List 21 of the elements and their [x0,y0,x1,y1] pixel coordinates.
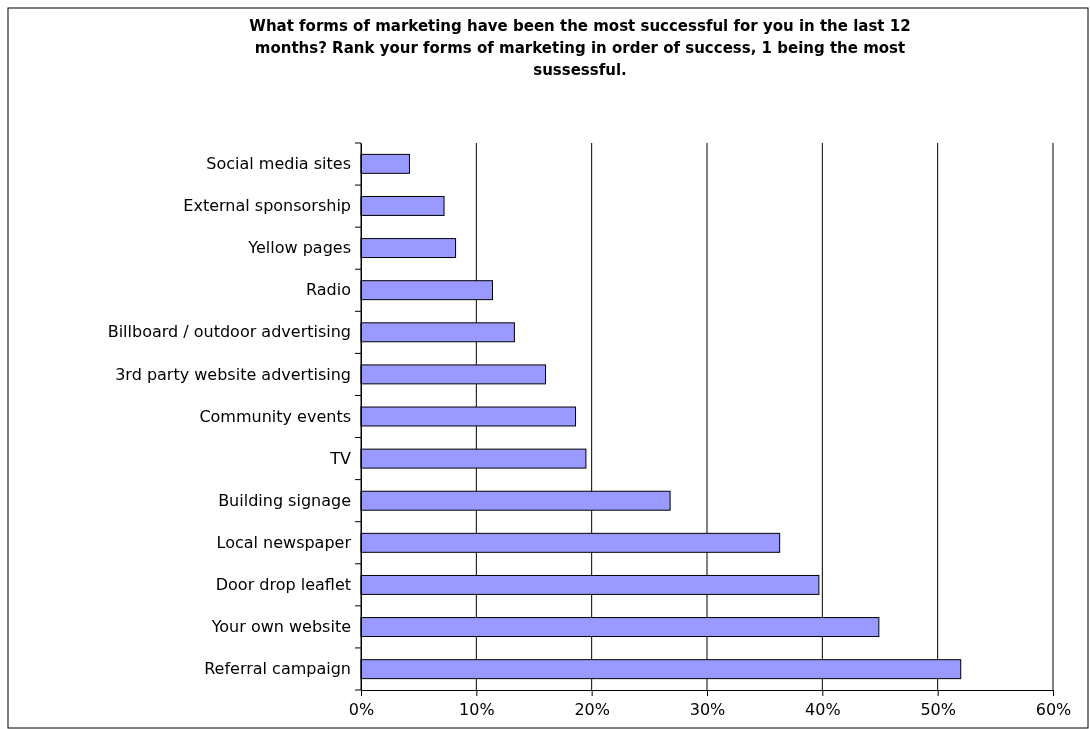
y-tick-label: Local newspaper [216,532,352,552]
x-tick-label: 30% [689,700,726,720]
x-tick-label: 50% [920,700,956,720]
y-tick-label: TV [329,448,352,468]
x-tick-label: 60% [1035,700,1072,720]
y-tick-label: 3rd party website advertising [115,364,351,384]
y-tick-label: Building signage [218,490,351,510]
y-tick-label: External sponsorship [183,196,351,216]
x-tick-label: 10% [459,700,495,720]
y-tick-label: Community events [199,406,351,426]
y-tick-label: Door drop leaflet [215,575,351,595]
y-tick-label: Billboard / outdoor advertising [107,322,351,342]
y-tick-label: Social media sites [206,153,351,173]
x-tick-label: 0% [348,700,375,720]
y-tick-label: Radio [306,280,351,300]
x-tick-label: 40% [805,700,841,720]
y-tick-label: Referral campaign [204,659,351,679]
y-tick-label: Your own website [210,617,351,637]
x-tick-label: 20% [574,700,610,720]
chart-title: What forms of marketing have been the most successful for you in the last 12 months? Rank your forms of marketing in order of success, 1 being the most sussessful. [249,17,911,79]
y-tick-label: Yellow pages [247,238,351,258]
